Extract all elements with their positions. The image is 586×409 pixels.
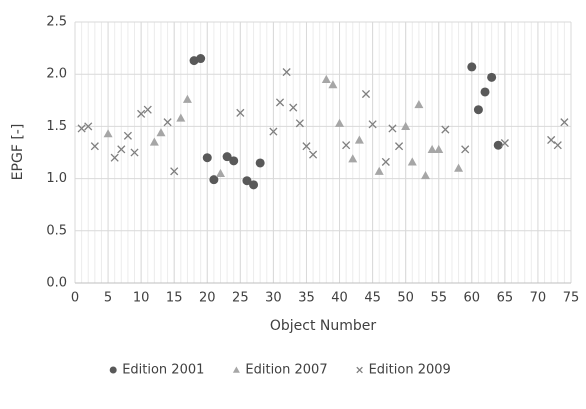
x-tick-label: 45	[364, 291, 381, 306]
point	[269, 127, 278, 136]
point	[421, 170, 431, 180]
point	[368, 120, 377, 129]
point	[487, 72, 497, 82]
point	[130, 148, 139, 157]
point	[137, 109, 146, 118]
point	[196, 54, 206, 64]
x-tick-label: 15	[166, 291, 183, 306]
x-tick-label: 5	[104, 291, 112, 306]
legend-marker	[109, 366, 117, 374]
point	[222, 152, 232, 162]
point	[500, 139, 509, 148]
point	[84, 122, 93, 131]
point	[77, 124, 86, 133]
point	[170, 167, 179, 176]
legend-marker	[232, 366, 240, 373]
point	[242, 176, 252, 186]
point	[361, 89, 371, 99]
x-tick-label: 50	[397, 291, 414, 306]
point	[414, 99, 424, 109]
point	[110, 153, 119, 162]
y-tick-label: 2.0	[46, 67, 67, 82]
point	[388, 124, 397, 133]
point	[309, 150, 318, 159]
point	[215, 168, 225, 177]
point	[176, 113, 186, 122]
point	[434, 144, 444, 153]
point	[302, 142, 311, 151]
point	[473, 105, 483, 115]
legend-label: Edition 2007	[245, 363, 327, 378]
point	[547, 135, 556, 145]
point	[90, 142, 99, 151]
point	[342, 141, 351, 150]
x-tick-label: 75	[563, 291, 580, 306]
y-tick-label: 1.5	[46, 119, 67, 134]
point	[123, 131, 132, 140]
point	[480, 87, 490, 97]
x-tick-label: 25	[232, 291, 249, 306]
point	[143, 105, 152, 114]
point	[255, 158, 265, 168]
point	[348, 154, 358, 163]
point	[467, 62, 477, 72]
point	[202, 153, 212, 163]
point	[493, 140, 503, 150]
point	[335, 118, 345, 127]
point	[381, 157, 390, 166]
x-tick-label: 55	[430, 291, 447, 306]
x-tick-label: 20	[199, 291, 216, 306]
y-tick-label: 2.5	[46, 15, 67, 30]
y-tick-label: 0.5	[46, 223, 67, 238]
point	[236, 108, 245, 117]
legend-marker	[356, 366, 363, 374]
legend-label: Edition 2001	[122, 363, 204, 378]
point	[407, 157, 417, 166]
point	[182, 94, 192, 103]
y-axis-label: EPGF [-]	[10, 124, 26, 181]
point	[553, 141, 562, 150]
point	[295, 119, 304, 128]
point	[354, 135, 364, 144]
point	[560, 118, 569, 127]
x-axis-label: Object Number	[270, 318, 377, 334]
point	[321, 74, 331, 84]
x-tick-label: 10	[133, 291, 150, 306]
y-tick-label: 1.0	[46, 171, 67, 186]
point	[163, 118, 172, 127]
point	[117, 145, 126, 154]
point	[401, 121, 411, 130]
point	[394, 142, 404, 151]
point	[275, 98, 285, 107]
point	[461, 145, 470, 154]
point	[454, 163, 464, 172]
x-tick-label: 70	[530, 291, 547, 306]
y-tick-label: 0.0	[46, 276, 67, 291]
point	[209, 175, 219, 185]
point	[441, 125, 450, 134]
point	[328, 80, 338, 89]
x-tick-label: 30	[265, 291, 282, 306]
point	[282, 68, 291, 77]
point	[374, 166, 384, 175]
legend-label: Edition 2009	[369, 363, 451, 378]
point	[289, 103, 298, 112]
x-tick-label: 0	[71, 291, 79, 306]
point	[156, 128, 166, 137]
point	[249, 180, 259, 190]
x-tick-label: 35	[298, 291, 315, 306]
x-tick-label: 65	[497, 291, 514, 306]
x-tick-label: 40	[331, 291, 348, 306]
point	[149, 137, 159, 146]
point	[427, 144, 437, 153]
point	[229, 156, 239, 166]
x-tick-label: 60	[464, 291, 481, 306]
point	[103, 129, 113, 138]
